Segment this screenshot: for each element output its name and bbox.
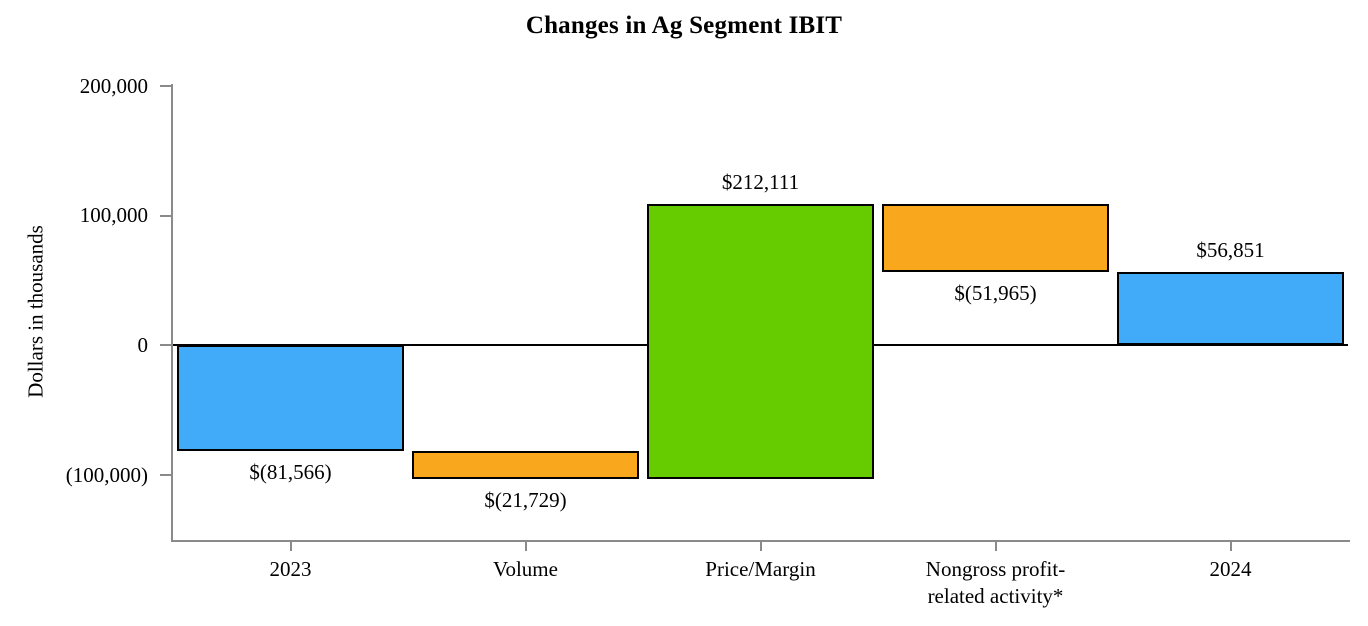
x-category-label: Volume bbox=[493, 557, 558, 581]
waterfall-bar bbox=[882, 204, 1109, 272]
y-tick-mark bbox=[160, 344, 171, 347]
y-tick-mark bbox=[160, 214, 171, 217]
x-tick-mark bbox=[524, 540, 527, 551]
bar-value-label: $(51,965) bbox=[954, 280, 1037, 305]
bar-value-label: $56,851 bbox=[1196, 237, 1265, 262]
y-tick-mark bbox=[160, 85, 171, 87]
bar-value-label: $(81,566) bbox=[249, 460, 332, 485]
x-tick-mark bbox=[1229, 540, 1232, 551]
x-tick-mark bbox=[994, 540, 997, 551]
bar-value-label: $(21,729) bbox=[484, 488, 567, 513]
x-tick-mark bbox=[289, 540, 292, 551]
y-tick-label: 200,000 bbox=[79, 73, 148, 98]
waterfall-bar bbox=[647, 204, 874, 480]
y-tick-label: 100,000 bbox=[79, 203, 148, 228]
x-category-label: Price/Margin bbox=[705, 557, 816, 581]
x-category-label: 2023 bbox=[269, 557, 312, 581]
chart-title: Changes in Ag Segment IBIT bbox=[525, 12, 843, 39]
waterfall-bar bbox=[177, 345, 404, 452]
x-category-label: 2024 bbox=[1209, 557, 1252, 581]
x-tick-mark bbox=[759, 540, 762, 551]
y-tick-label: (100,000) bbox=[65, 462, 148, 487]
waterfall-bar bbox=[1117, 271, 1344, 346]
y-tick-label: 0 bbox=[137, 332, 149, 357]
waterfall-bar bbox=[412, 451, 639, 480]
x-category-label: Nongross profit- related activity* bbox=[925, 557, 1066, 608]
y-tick-mark bbox=[160, 474, 171, 477]
y-axis-line bbox=[171, 84, 173, 542]
bar-value-label: $212,111 bbox=[721, 170, 800, 195]
